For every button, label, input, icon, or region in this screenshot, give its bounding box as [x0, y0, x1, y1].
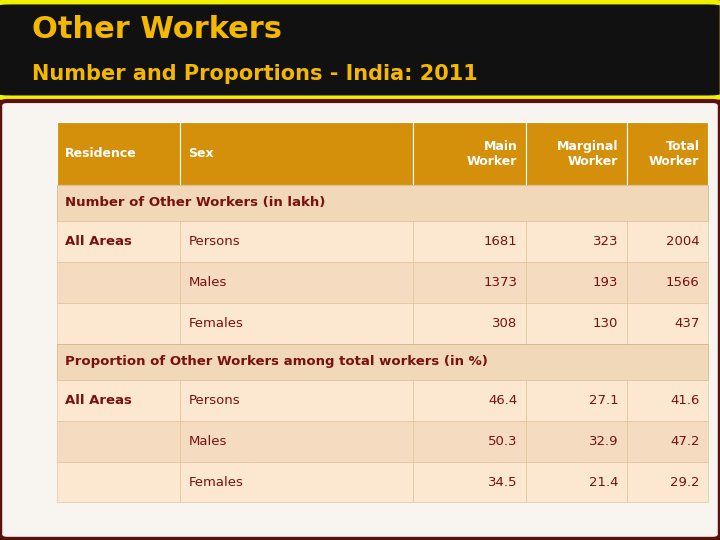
Bar: [413, 303, 526, 343]
Bar: [180, 262, 413, 303]
Bar: [57, 462, 180, 502]
Text: Total
Worker: Total Worker: [649, 140, 699, 167]
Text: Females: Females: [189, 476, 243, 489]
Bar: [526, 262, 626, 303]
Bar: [57, 421, 180, 462]
Text: 193: 193: [593, 276, 618, 289]
Bar: [57, 262, 180, 303]
Text: 41.6: 41.6: [670, 394, 699, 407]
Text: Main
Worker: Main Worker: [467, 140, 518, 167]
Text: All Areas: All Areas: [65, 235, 132, 248]
Bar: [626, 123, 708, 185]
Text: 437: 437: [674, 316, 699, 329]
Text: 27.1: 27.1: [589, 394, 618, 407]
Text: 46.4: 46.4: [488, 394, 518, 407]
Bar: [413, 262, 526, 303]
Text: Males: Males: [189, 276, 227, 289]
Bar: [526, 421, 626, 462]
Bar: [57, 303, 180, 343]
Bar: [180, 462, 413, 502]
Text: Other Workers: Other Workers: [32, 16, 282, 44]
Bar: [57, 221, 180, 262]
Bar: [180, 303, 413, 343]
Bar: [526, 123, 626, 185]
Bar: [57, 380, 180, 421]
Text: 1681: 1681: [484, 235, 518, 248]
Bar: [626, 462, 708, 502]
FancyBboxPatch shape: [0, 2, 720, 98]
Text: Marginal
Worker: Marginal Worker: [557, 140, 618, 167]
Bar: [57, 343, 708, 380]
Bar: [413, 221, 526, 262]
Bar: [626, 221, 708, 262]
Text: 50.3: 50.3: [488, 435, 518, 448]
Bar: [526, 462, 626, 502]
Text: 1373: 1373: [483, 276, 518, 289]
Text: Residence: Residence: [65, 147, 137, 160]
FancyBboxPatch shape: [0, 101, 720, 539]
Text: Persons: Persons: [189, 235, 240, 248]
Bar: [413, 123, 526, 185]
Text: Females: Females: [189, 316, 243, 329]
Bar: [626, 262, 708, 303]
Text: Proportion of Other Workers among total workers (in %): Proportion of Other Workers among total …: [65, 355, 488, 368]
Text: 130: 130: [593, 316, 618, 329]
Text: Males: Males: [189, 435, 227, 448]
Bar: [526, 380, 626, 421]
Text: 32.9: 32.9: [589, 435, 618, 448]
Text: 47.2: 47.2: [670, 435, 699, 448]
Text: 323: 323: [593, 235, 618, 248]
Text: 29.2: 29.2: [670, 476, 699, 489]
Bar: [626, 380, 708, 421]
Text: Persons: Persons: [189, 394, 240, 407]
Text: Number of Other Workers (in lakh): Number of Other Workers (in lakh): [65, 197, 325, 210]
Bar: [626, 421, 708, 462]
Text: Sex: Sex: [189, 147, 214, 160]
Text: 21.4: 21.4: [589, 476, 618, 489]
Bar: [413, 380, 526, 421]
Bar: [526, 221, 626, 262]
Bar: [180, 123, 413, 185]
Bar: [180, 221, 413, 262]
Text: 34.5: 34.5: [488, 476, 518, 489]
Text: 1566: 1566: [666, 276, 699, 289]
Text: 308: 308: [492, 316, 518, 329]
Bar: [413, 421, 526, 462]
Bar: [57, 123, 180, 185]
Text: 2004: 2004: [666, 235, 699, 248]
Text: All Areas: All Areas: [65, 394, 132, 407]
Text: Number and Proportions - India: 2011: Number and Proportions - India: 2011: [32, 64, 478, 84]
Bar: [180, 421, 413, 462]
Bar: [413, 462, 526, 502]
Bar: [180, 380, 413, 421]
Bar: [626, 303, 708, 343]
Bar: [526, 303, 626, 343]
Bar: [57, 185, 708, 221]
